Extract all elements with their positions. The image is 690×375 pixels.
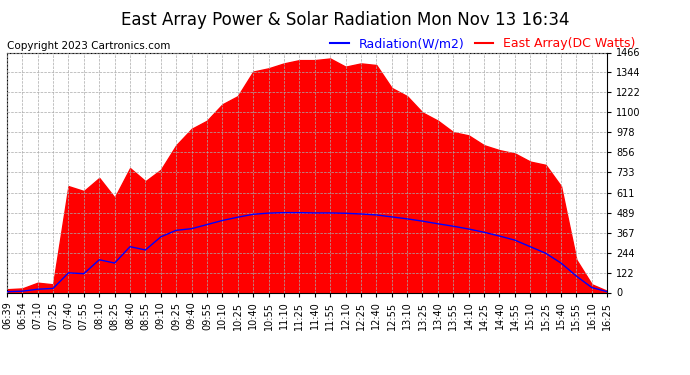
Text: East Array Power & Solar Radiation Mon Nov 13 16:34: East Array Power & Solar Radiation Mon N…	[121, 11, 569, 29]
Legend: Radiation(W/m2), East Array(DC Watts): Radiation(W/m2), East Array(DC Watts)	[325, 33, 641, 56]
Text: Copyright 2023 Cartronics.com: Copyright 2023 Cartronics.com	[7, 41, 170, 51]
